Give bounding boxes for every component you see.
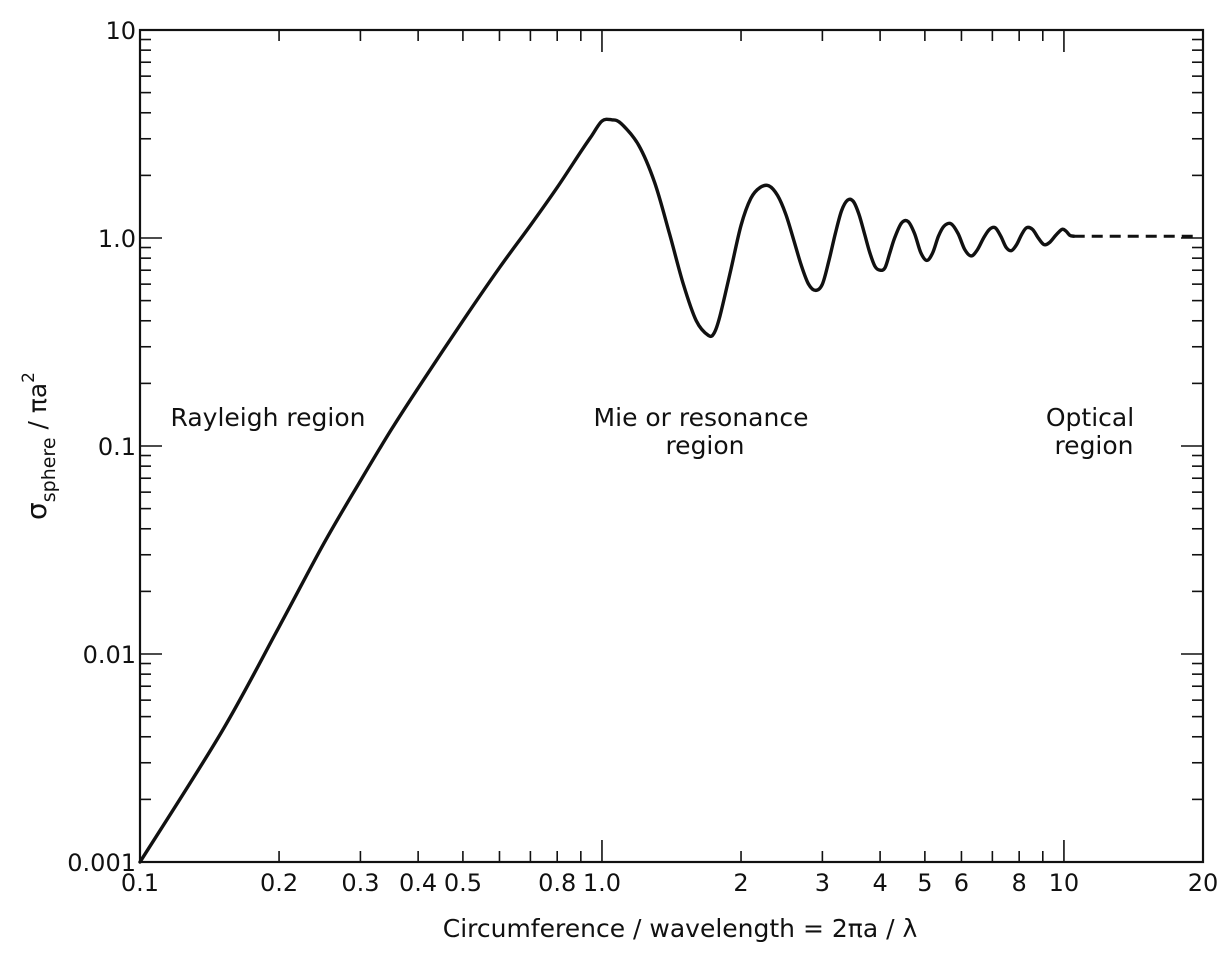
- x-tick-label: 5: [917, 869, 932, 897]
- y-tick-labels: 0.001 0.01 0.1 1.0 10: [67, 17, 136, 877]
- x-tick-label: 1.0: [583, 869, 621, 897]
- y-tick-label: 0.1: [98, 433, 136, 461]
- curves: [138, 117, 1197, 864]
- y-axis-label: σsphere / πa2: [19, 372, 60, 520]
- y-tick-label: 10: [105, 17, 136, 45]
- x-tick-labels: 0.1 0.2 0.3 0.4 0.5 0.8 1.0 2 3 4 5 6 8 10 20: [121, 869, 1218, 897]
- y-axis-label-symbol: σ: [20, 502, 53, 520]
- minor-ticks: [140, 30, 1204, 862]
- y-tick-label: 0.01: [83, 641, 136, 669]
- annotation-optical-region: Optical region: [1046, 403, 1142, 460]
- x-tick-label: 0.3: [341, 869, 379, 897]
- x-axis-label: Circumference / wavelength = 2πa / λ: [443, 914, 918, 943]
- annotation-optical-line-2: region: [1054, 431, 1133, 460]
- x-tick-label: 0.2: [260, 869, 298, 897]
- x-tick-label: 0.1: [121, 869, 159, 897]
- annotation-mie-line-2: region: [665, 431, 744, 460]
- annotation-rayleigh-region: Rayleigh region: [171, 403, 366, 432]
- y-axis-label-superscript: 2: [19, 372, 39, 383]
- x-tick-label: 10: [1049, 869, 1080, 897]
- x-tick-label: 2: [733, 869, 748, 897]
- x-tick-label: 0.5: [444, 869, 482, 897]
- plot-frame: [138, 28, 1205, 864]
- x-tick-label: 8: [1012, 869, 1027, 897]
- x-tick-label: 4: [872, 869, 887, 897]
- annotation-optical-line-1: Optical: [1046, 403, 1134, 432]
- y-tick-label: 0.001: [67, 849, 136, 877]
- x-tick-label: 3: [815, 869, 830, 897]
- x-tick-label: 0.8: [538, 869, 576, 897]
- x-tick-label: 20: [1188, 869, 1219, 897]
- annotation-rayleigh-line-1: Rayleigh region: [171, 403, 366, 432]
- x-tick-label: 6: [954, 869, 969, 897]
- annotation-mie-region: Mie or resonance region: [594, 403, 817, 460]
- y-axis-label-rest: / πa: [23, 383, 52, 438]
- annotation-mie-line-1: Mie or resonance: [594, 403, 809, 432]
- y-tick-label: 1.0: [98, 225, 136, 253]
- x-tick-label: 0.4: [399, 869, 437, 897]
- y-axis-label-subscript: sphere: [38, 437, 60, 502]
- series-line-cross-section: [138, 117, 1076, 864]
